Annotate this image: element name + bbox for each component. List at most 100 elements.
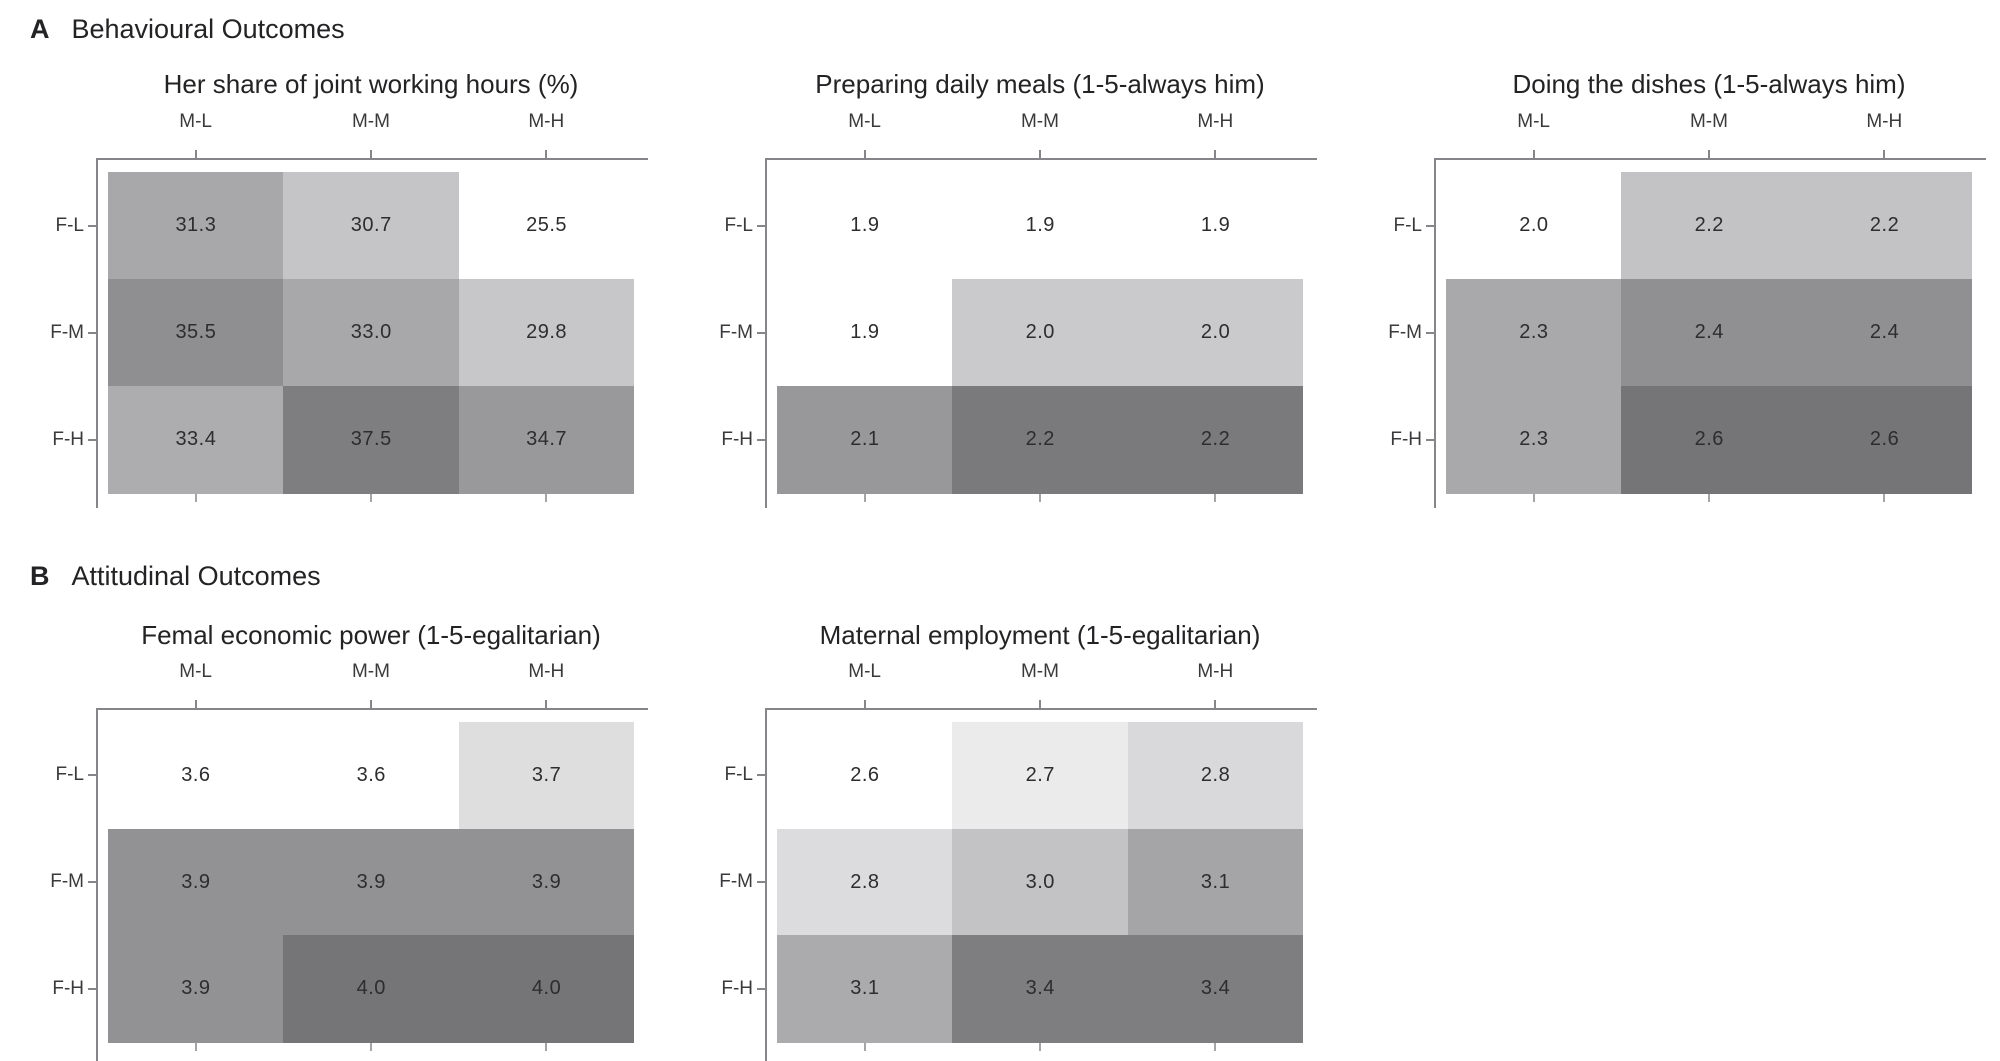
- cell-value: 35.5: [175, 321, 217, 344]
- top-tick: [863, 700, 866, 708]
- bottom-tick: [194, 1042, 197, 1052]
- panel-a-title: Behavioural Outcomes: [71, 14, 345, 44]
- cell-value: 1.9: [1200, 214, 1231, 237]
- top-tick: [1038, 700, 1041, 708]
- cell-r2c0: 3.9: [108, 935, 284, 1043]
- top-tick: [545, 150, 548, 158]
- cell-value: 1.9: [1025, 214, 1055, 237]
- top-tick: [863, 150, 866, 158]
- col-label: M-M: [1020, 661, 1059, 682]
- col-label: M-M: [351, 661, 390, 682]
- cell-r2c2: 2.6: [1796, 386, 1973, 494]
- row-label: F-L: [55, 214, 85, 236]
- cell-r0c0: 3.6: [108, 722, 284, 830]
- cell-r1c0: 3.9: [108, 828, 284, 936]
- heatmap-title: Preparing daily meals (1-5-always him): [815, 69, 1265, 99]
- cell-r1c2: 3.1: [1127, 828, 1304, 936]
- cell-value: 2.1: [850, 428, 880, 451]
- cell-value: 3.9: [531, 870, 562, 893]
- cell-value: 2.3: [1519, 321, 1549, 344]
- cell-r1c1: 3.0: [952, 828, 1129, 936]
- left-tick: [757, 331, 765, 334]
- cell-r1c2: 2.0: [1127, 279, 1304, 387]
- row-label: F-H: [1390, 428, 1422, 450]
- panel-b-title: Attitudinal Outcomes: [71, 561, 321, 591]
- row-label: F-M: [50, 871, 84, 893]
- heatmap-title: Femal economic power (1-5-egalitarian): [141, 620, 601, 650]
- top-tick: [194, 150, 197, 158]
- row-label: F-H: [721, 428, 753, 450]
- cell-value: 3.9: [356, 870, 386, 893]
- x-axis-line: [1434, 158, 1986, 160]
- cell-value: 2.0: [1025, 321, 1055, 344]
- left-tick: [88, 881, 96, 884]
- cell-value: 3.4: [1200, 977, 1231, 1000]
- y-axis-line: [765, 708, 767, 1061]
- bottom-tick: [1038, 493, 1041, 502]
- row-label: F-L: [1393, 214, 1423, 236]
- row-label: F-H: [52, 977, 84, 999]
- bottom-tick: [545, 493, 548, 502]
- col-label: M-L: [179, 661, 213, 682]
- cell-r0c2: 1.9: [1127, 172, 1304, 280]
- row-label: F-L: [55, 764, 85, 786]
- top-tick: [1532, 150, 1535, 158]
- cell-r1c1: 2.0: [952, 279, 1129, 387]
- left-tick: [757, 224, 765, 227]
- col-label: M-H: [1197, 111, 1234, 132]
- heatmap-title: Her share of joint working hours (%): [163, 69, 579, 99]
- row-label: F-H: [52, 428, 84, 450]
- cell-value: 3.1: [1200, 870, 1231, 893]
- cell-value: 3.7: [531, 764, 562, 787]
- y-axis-line: [96, 158, 98, 508]
- bottom-tick: [545, 1042, 548, 1052]
- cell-r0c0: 31.3: [108, 172, 284, 280]
- cell-r0c2: 2.8: [1127, 722, 1304, 830]
- cell-r2c2: 3.4: [1127, 935, 1304, 1043]
- col-label: M-H: [528, 111, 565, 132]
- cell-value: 2.8: [1200, 764, 1231, 787]
- bottom-tick: [863, 493, 866, 502]
- cell-r0c0: 2.6: [777, 722, 953, 830]
- cell-r0c1: 30.7: [283, 172, 460, 280]
- row-label: F-M: [719, 871, 753, 893]
- left-tick: [88, 224, 96, 227]
- x-axis-line: [765, 708, 1317, 710]
- left-tick: [757, 987, 765, 990]
- cell-value: 2.0: [1200, 321, 1231, 344]
- cell-r1c2: 2.4: [1796, 279, 1973, 387]
- cell-r2c0: 2.3: [1446, 386, 1622, 494]
- cell-value: 33.4: [175, 428, 217, 451]
- cell-r1c2: 29.8: [458, 279, 635, 387]
- x-axis-line: [96, 708, 648, 710]
- cell-value: 31.3: [175, 214, 217, 237]
- top-tick: [369, 150, 372, 158]
- col-label: M-L: [848, 111, 882, 132]
- cell-r2c2: 4.0: [458, 935, 635, 1043]
- cell-r1c0: 35.5: [108, 279, 284, 387]
- cell-r0c1: 3.6: [283, 722, 460, 830]
- cell-value: 3.9: [181, 977, 211, 1000]
- cell-r2c2: 2.2: [1127, 386, 1304, 494]
- cell-value: 3.1: [850, 977, 880, 1000]
- left-tick: [1426, 224, 1434, 227]
- bottom-tick: [1214, 1042, 1217, 1052]
- cell-r0c2: 2.2: [1796, 172, 1973, 280]
- cell-r2c1: 2.6: [1621, 386, 1798, 494]
- y-axis-line: [1434, 158, 1436, 508]
- cell-r2c1: 37.5: [283, 386, 460, 494]
- heatmap-title: Doing the dishes (1-5-always him): [1512, 69, 1906, 99]
- left-tick: [88, 987, 96, 990]
- cell-value: 2.6: [850, 764, 880, 787]
- top-tick: [369, 700, 372, 708]
- bottom-tick: [369, 1042, 372, 1052]
- row-label: F-L: [724, 214, 754, 236]
- cell-value: 2.2: [1025, 428, 1055, 451]
- y-axis-line: [765, 158, 767, 508]
- col-label: M-L: [1517, 111, 1551, 132]
- cell-value: 2.4: [1694, 321, 1724, 344]
- left-tick: [1426, 438, 1434, 441]
- col-label: M-H: [1197, 661, 1234, 682]
- bottom-tick: [1532, 493, 1535, 502]
